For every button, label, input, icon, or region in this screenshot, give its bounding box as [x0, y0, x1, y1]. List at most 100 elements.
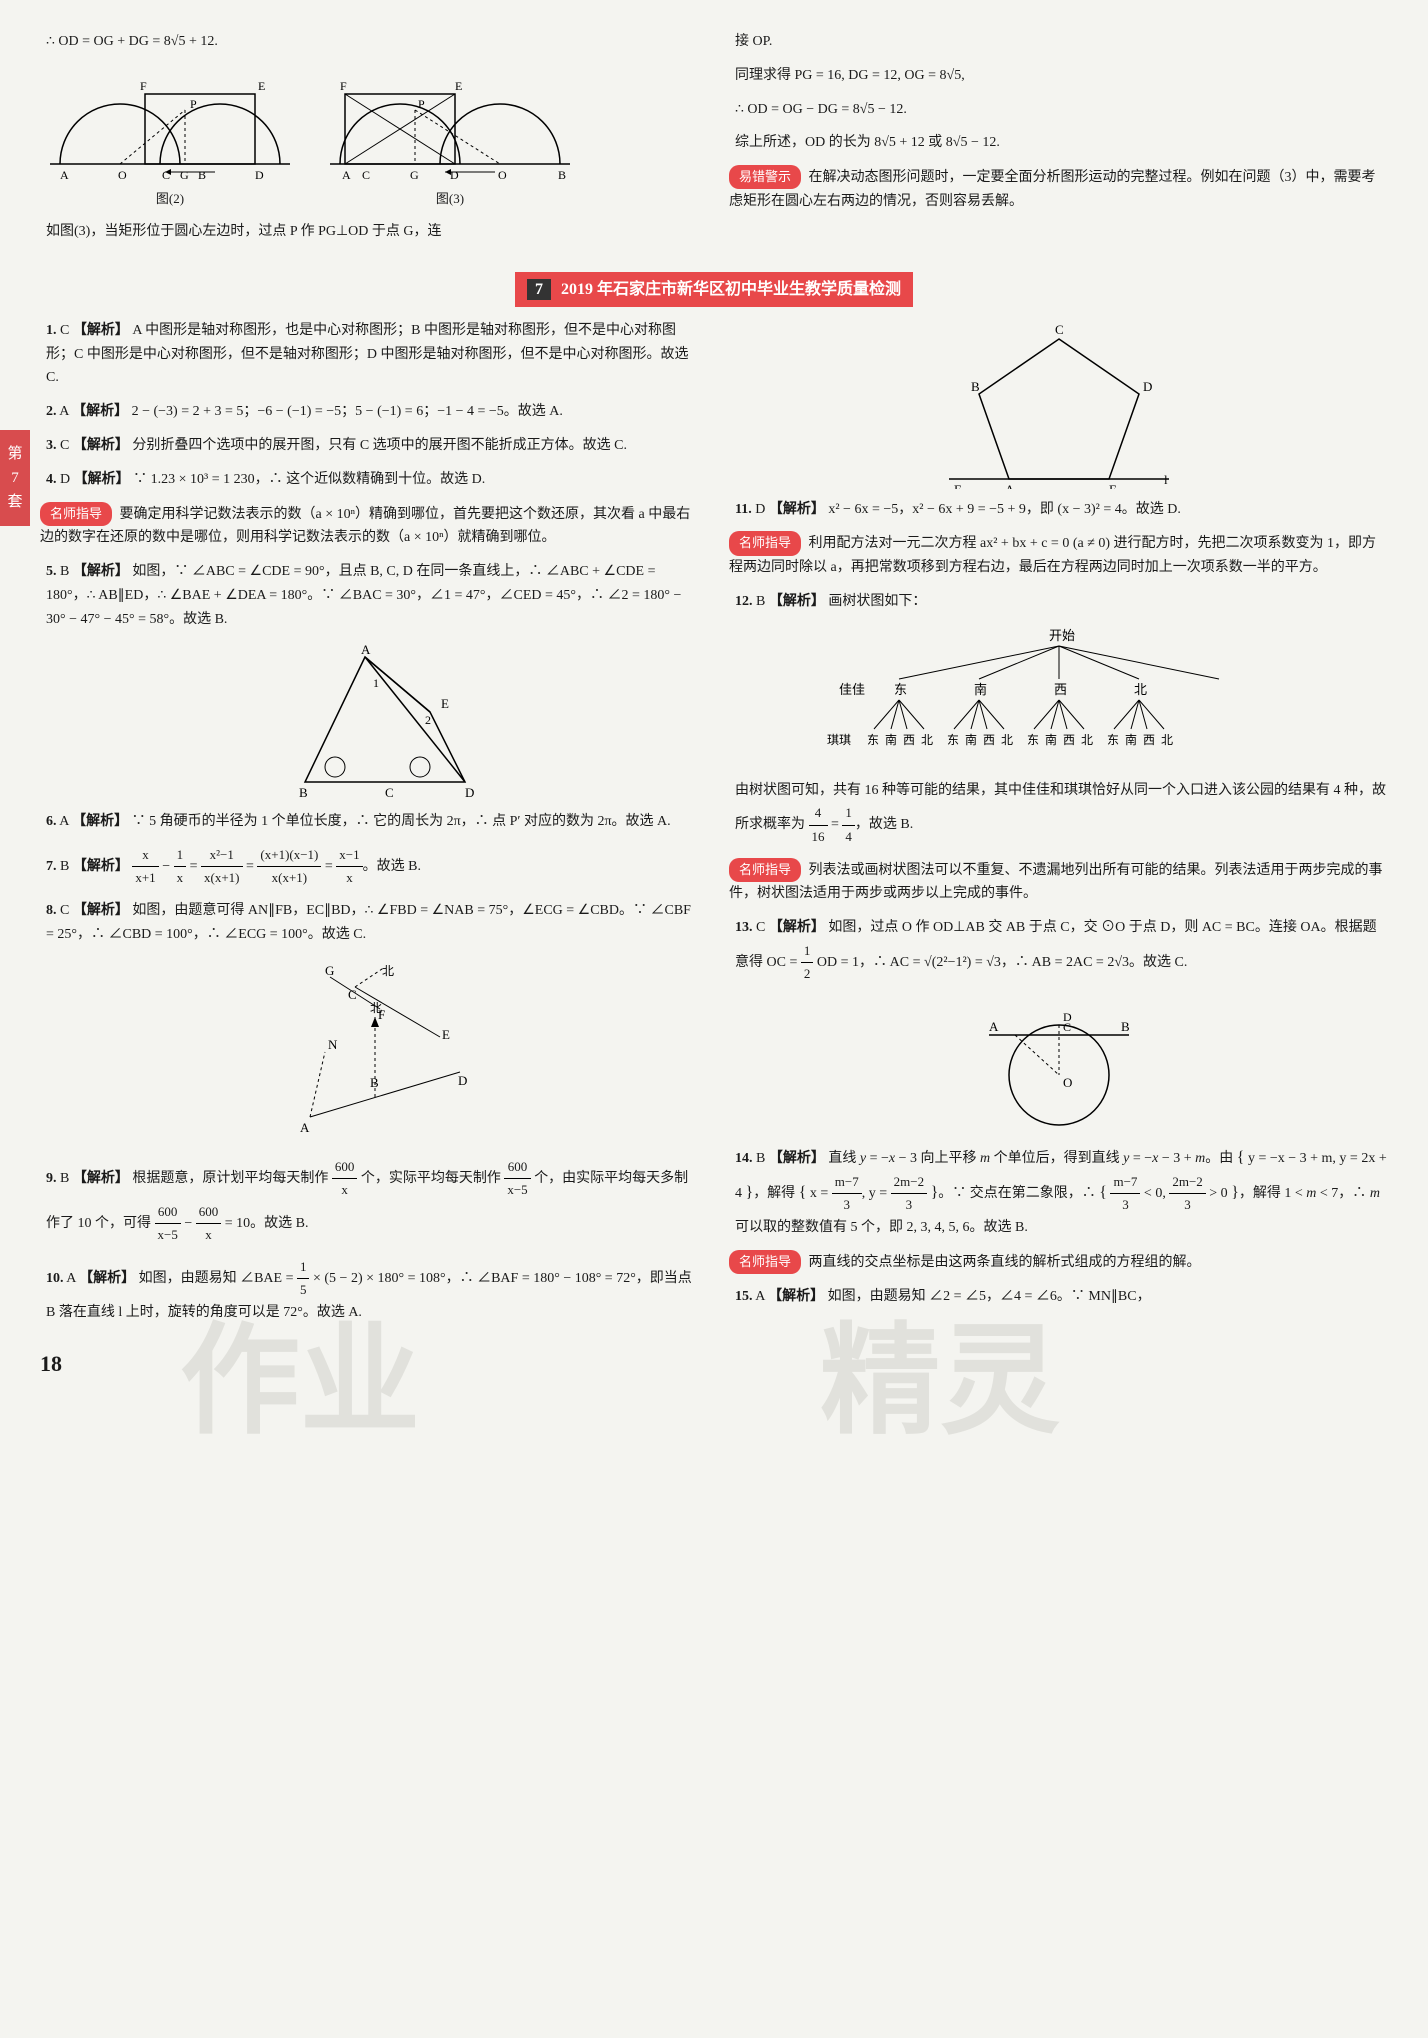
svg-text:F: F: [954, 482, 961, 489]
item-8-figure: A N B D F 北 C E 北 G: [40, 957, 699, 1156]
item-1-ans: C: [60, 323, 69, 338]
svg-text:北: 北: [921, 733, 933, 747]
item-11-tag: 【解析】: [769, 502, 825, 517]
item-3-num: 3.: [46, 438, 57, 453]
item-14-tag: 【解析】: [769, 1151, 825, 1166]
item-13-figure: A B C D O: [729, 995, 1388, 1144]
item-8-ans: C: [60, 903, 69, 918]
hint1-label: 名师指导: [40, 502, 112, 526]
item-12: 12. B 【解析】 画树状图如下：: [729, 590, 1388, 614]
svg-text:A: A: [989, 1019, 999, 1034]
svg-text:南: 南: [974, 682, 987, 697]
item-15-tag: 【解析】: [768, 1289, 824, 1304]
item-3-text: 分别折叠四个选项中的展开图，只有 C 选项中的展开图不能折成正方体。故选 C.: [132, 438, 627, 453]
svg-text:E: E: [441, 696, 449, 711]
item-2-num: 2.: [46, 404, 57, 419]
svg-text:东: 东: [1107, 733, 1119, 747]
item-6-tag: 【解析】: [72, 814, 128, 829]
svg-text:琪琪: 琪琪: [827, 733, 851, 747]
svg-text:G: G: [180, 168, 189, 182]
item-4: 4. D 【解析】 ∵ 1.23 × 10³ = 1 230，∴ 这个近似数精确…: [40, 468, 699, 492]
svg-text:东: 东: [1027, 733, 1039, 747]
svg-text:E: E: [442, 1027, 450, 1042]
item-7-ans: B: [60, 859, 69, 874]
item-14-ans: B: [756, 1151, 765, 1166]
svg-text:C: C: [162, 168, 170, 182]
item-10-num: 10.: [46, 1271, 64, 1286]
top-r1: 接 OP.: [729, 30, 1388, 54]
top-r4: 综上所述，OD 的长为 8√5 + 12 或 8√5 − 12.: [729, 131, 1388, 155]
item-1-text: A 中图形是轴对称图形，也是中心对称图形；B 中图形是轴对称图形，但不是中心对称…: [46, 323, 688, 386]
item-1-num: 1.: [46, 323, 57, 338]
item-10-ans: A: [66, 1271, 75, 1286]
svg-text:E: E: [1109, 482, 1117, 489]
hint3-row: 名师指导 列表法或画树状图法可以不重复、不遗漏地列出所有可能的结果。列表法适用于…: [729, 858, 1388, 907]
item-10-tag: 【解析】: [79, 1271, 135, 1286]
svg-text:D: D: [465, 785, 474, 800]
top-eq: ∴ OD = OG + DG = 8√5 + 12.: [40, 30, 699, 54]
svg-text:A: A: [342, 168, 351, 182]
svg-text:G: G: [410, 168, 419, 182]
item-2-tag: 【解析】: [72, 404, 128, 419]
item-9-num: 9.: [46, 1171, 57, 1186]
svg-text:P: P: [418, 97, 425, 111]
svg-text:南: 南: [965, 732, 977, 747]
item-12-ans: B: [756, 594, 765, 609]
item-7-tag: 【解析】: [73, 859, 129, 874]
svg-text:P: P: [190, 97, 197, 111]
item-7: 7. B 【解析】 xx+1 − 1x = x²−1x(x+1) = (x+1)…: [40, 844, 699, 889]
svg-text:北: 北: [1134, 682, 1147, 697]
hint4-text: 两直线的交点坐标是由这两条直线的解析式组成的方程组的解。: [809, 1255, 1201, 1270]
item-14-num: 14.: [735, 1151, 753, 1166]
warn-text: 在解决动态图形问题时，一定要全面分析图形运动的完整过程。例如在问题（3）中，需要…: [729, 170, 1376, 209]
item-4-num: 4.: [46, 472, 57, 487]
item-11-ans: D: [755, 502, 765, 517]
fig2-caption: 图(2): [40, 188, 300, 210]
item-13-num: 13.: [735, 920, 753, 935]
figure-3-svg: A C G D O B F E P: [320, 64, 580, 184]
svg-text:B: B: [299, 785, 308, 800]
hint2-label: 名师指导: [729, 531, 801, 555]
item-9-tag: 【解析】: [73, 1171, 129, 1186]
hint2-row: 名师指导 利用配方法对一元二次方程 ax² + bx + c = 0 (a ≠ …: [729, 531, 1388, 580]
hint3-text: 列表法或画树状图法可以不重复、不遗漏地列出所有可能的结果。列表法适用于两步完成的…: [729, 863, 1383, 902]
svg-text:佳佳: 佳佳: [839, 682, 865, 697]
item-3: 3. C 【解析】 分别折叠四个选项中的展开图，只有 C 选项中的展开图不能折成…: [40, 434, 699, 458]
top-note: 如图(3)，当矩形位于圆心左边时，过点 P 作 PG⊥OD 于点 G，连: [40, 220, 699, 244]
figure-3: A C G D O B F E P 图(3): [320, 64, 580, 210]
item-15-text: 如图，由题易知 ∠2 = ∠5，∠4 = ∠6。∵ MN∥BC，: [828, 1289, 1151, 1304]
item-12-intro: 画树状图如下：: [828, 594, 926, 609]
item-2-ans: A: [59, 404, 68, 419]
svg-text:l: l: [1164, 472, 1168, 487]
item-5-tag: 【解析】: [73, 564, 129, 579]
svg-text:西: 西: [1054, 682, 1067, 697]
item-3-tag: 【解析】: [73, 438, 129, 453]
svg-text:东: 东: [894, 682, 907, 697]
item-1: 1. C 【解析】 A 中图形是轴对称图形，也是中心对称图形；B 中图形是轴对称…: [40, 319, 699, 390]
item-7-num: 7.: [46, 859, 57, 874]
top-figure-row: A O C G B D F E P 图(2): [40, 64, 699, 210]
warn-label: 易错警示: [729, 165, 801, 189]
svg-text:G: G: [325, 963, 334, 978]
item-5: 5. B 【解析】 如图，∵ ∠ABC = ∠CDE = 90°，且点 B, C…: [40, 560, 699, 631]
item-12-tag: 【解析】: [769, 594, 825, 609]
svg-text:C: C: [362, 168, 370, 182]
item-10-figure: C B D F A E l: [729, 319, 1388, 498]
svg-text:O: O: [1063, 1075, 1072, 1090]
side-tab-label: 第 7 套: [7, 446, 22, 510]
svg-text:西: 西: [983, 733, 995, 747]
svg-text:西: 西: [1143, 733, 1155, 747]
item-15-ans: A: [755, 1289, 764, 1304]
svg-text:A: A: [300, 1120, 310, 1135]
warn-row: 易错警示 在解决动态图形问题时，一定要全面分析图形运动的完整过程。例如在问题（3…: [729, 165, 1388, 214]
item-11-num: 11.: [735, 502, 752, 517]
item-5-text: 如图，∵ ∠ABC = ∠CDE = 90°，且点 B, C, D 在同一条直线…: [46, 564, 681, 627]
item-3-ans: C: [60, 438, 69, 453]
hint4-row: 名师指导 两直线的交点坐标是由这两条直线的解析式组成的方程组的解。: [729, 1250, 1388, 1275]
hint3-label: 名师指导: [729, 858, 801, 882]
item-6-ans: A: [59, 814, 68, 829]
svg-text:北: 北: [370, 1001, 382, 1015]
svg-text:A: A: [361, 642, 371, 657]
svg-text:F: F: [140, 79, 147, 93]
item-8-num: 8.: [46, 903, 57, 918]
